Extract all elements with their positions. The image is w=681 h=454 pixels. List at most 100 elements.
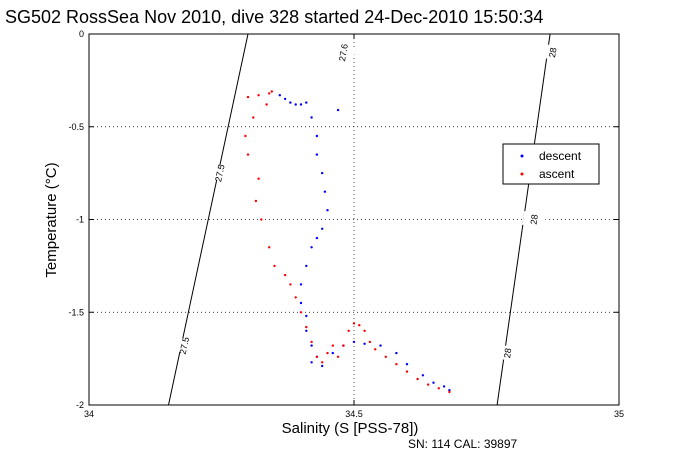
- data-point-ascent: [244, 134, 247, 138]
- plot-area: 27.5 27.5 28 28 27.6 28 34 34.5 35 0 -0.5 -1 -1.5 -…: [68, 29, 624, 419]
- data-point-descent: [321, 364, 324, 368]
- data-point-descent: [299, 301, 303, 305]
- data-point-ascent: [246, 95, 250, 99]
- contour-label-background: [207, 163, 233, 183]
- data-point-ascent: [437, 387, 440, 390]
- data-point-descent: [305, 329, 308, 332]
- data-point-ascent: [252, 116, 255, 119]
- data-point-descent: [315, 153, 319, 156]
- legend-label-ascent: ascent: [539, 167, 575, 181]
- x-tick-label: 34: [84, 409, 94, 419]
- data-point-ascent: [336, 355, 340, 358]
- data-point-descent: [421, 374, 425, 377]
- contour-label: 28: [502, 347, 513, 358]
- data-point-descent: [379, 344, 382, 347]
- legend: descent ascent: [502, 143, 600, 185]
- data-point-descent: [310, 116, 313, 119]
- data-point-descent: [315, 134, 319, 138]
- x-tick-label: 34.5: [345, 409, 363, 419]
- grid-lines: [89, 34, 619, 405]
- data-point-descent: [289, 101, 292, 104]
- data-point-ascent: [352, 322, 356, 325]
- data-point-descent: [305, 101, 308, 104]
- data-point-descent: [336, 108, 340, 112]
- data-point-descent: [299, 103, 303, 106]
- data-point-ascent: [374, 348, 377, 351]
- contour-label: 27.5: [213, 164, 226, 183]
- data-point-descent: [331, 351, 334, 355]
- data-point-descent: [323, 190, 327, 193]
- data-point-descent: [310, 361, 313, 364]
- data-point-ascent: [310, 340, 313, 344]
- contour-label: 28: [529, 214, 540, 225]
- legend-marker-ascent: [520, 172, 524, 176]
- density-contours: 27.5 27.5 28 28 27.6 28: [168, 33, 565, 406]
- data-point-ascent: [254, 199, 258, 203]
- contour-label-background: [331, 43, 356, 62]
- data-point-descent: [310, 246, 313, 249]
- data-point-ascent: [268, 92, 271, 95]
- data-point-descent: [326, 209, 329, 212]
- contour-label: 27.5: [178, 336, 191, 355]
- contour-label: 27.6: [337, 43, 350, 62]
- data-point-descent: [283, 97, 287, 101]
- data-point-ascent: [384, 355, 387, 358]
- data-point-descent: [363, 342, 366, 345]
- data-point-ascent: [273, 264, 276, 268]
- y-tick-label: 0: [79, 29, 84, 39]
- data-point-ascent: [257, 94, 260, 97]
- data-point-ascent: [363, 329, 366, 332]
- data-point-ascent: [257, 177, 260, 180]
- y-tick-label: -2: [76, 400, 84, 410]
- data-point-descent: [305, 264, 308, 268]
- data-point-descent: [352, 340, 356, 344]
- data-point-descent: [321, 227, 324, 230]
- x-tick-label: 35: [614, 409, 624, 419]
- legend-marker-descent: [520, 154, 524, 158]
- data-point-ascent: [260, 218, 263, 221]
- data-point-ascent: [358, 324, 361, 327]
- y-axis-label: Temperature (°C): [43, 162, 60, 277]
- legend-items: descent ascent: [520, 149, 582, 181]
- data-point-descent: [442, 385, 446, 388]
- data-point-ascent: [347, 329, 350, 332]
- data-point-descent: [305, 314, 308, 318]
- data-point-ascent: [405, 370, 409, 373]
- contour-label-background: [172, 336, 197, 355]
- series-layer: [244, 90, 451, 394]
- legend-label-descent: descent: [539, 149, 582, 163]
- data-point-descent: [448, 389, 451, 392]
- data-point-descent: [432, 381, 435, 384]
- data-point-ascent: [395, 363, 398, 366]
- y-tick-labels: 0 -0.5 -1 -1.5 -2: [68, 29, 619, 410]
- data-point-descent: [278, 94, 281, 97]
- data-point-ascent: [448, 390, 451, 394]
- x-axis-label: Salinity (S [PSS-78]): [282, 420, 419, 437]
- data-point-descent: [294, 103, 297, 106]
- contour-label-background: [540, 43, 565, 62]
- contour-label: 28: [547, 47, 559, 59]
- contour-label-background: [495, 344, 520, 362]
- data-point-descent: [310, 344, 313, 347]
- data-point-descent: [405, 363, 409, 366]
- data-point-ascent: [294, 296, 297, 299]
- data-point-ascent: [246, 153, 250, 156]
- data-point-ascent: [321, 361, 324, 364]
- data-point-ascent: [331, 344, 334, 347]
- data-point-ascent: [265, 103, 268, 106]
- data-point-descent: [299, 283, 303, 286]
- legend-box: [502, 143, 600, 185]
- chart-title: SG502 RossSea Nov 2010, dive 328 started…: [5, 7, 543, 27]
- data-point-ascent: [416, 377, 419, 381]
- data-point-ascent: [289, 283, 292, 286]
- data-point-ascent: [315, 355, 319, 358]
- data-point-ascent: [268, 246, 271, 249]
- data-point-ascent: [270, 90, 273, 93]
- serial-calibration-text: SN: 114 CAL: 39897: [408, 437, 518, 451]
- data-point-ascent: [427, 383, 430, 386]
- data-point-ascent: [368, 340, 372, 344]
- x-tick-labels: 34 34.5 35: [84, 34, 624, 419]
- data-point-descent: [315, 236, 319, 240]
- y-tick-label: -0.5: [68, 122, 84, 132]
